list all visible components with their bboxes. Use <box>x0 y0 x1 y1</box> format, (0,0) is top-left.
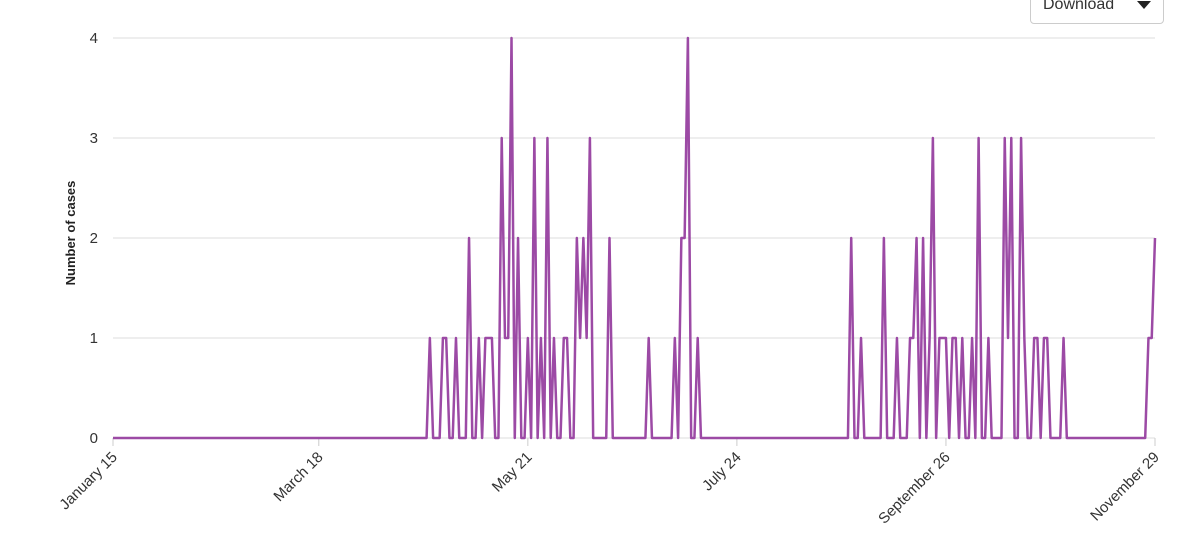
y-tick-label: 2 <box>90 230 98 247</box>
x-tick-label: July 24 <box>699 449 745 495</box>
y-tick-label: 4 <box>90 30 98 47</box>
caret-down-icon <box>1137 1 1151 9</box>
y-axis-title: Number of cases <box>63 181 78 286</box>
x-tick-label: November 29 <box>1087 449 1163 525</box>
x-tick-label: March 18 <box>270 449 326 505</box>
gridlines <box>113 37 1155 439</box>
download-label: Download <box>1043 0 1115 13</box>
y-tick-label: 0 <box>90 430 98 447</box>
series-line-0 <box>113 36 1157 440</box>
x-axis-ticks: January 15 March 18 May 21 July 24 September… <box>56 438 1163 527</box>
x-tick-label: January 15 <box>56 449 121 514</box>
y-tick-label: 1 <box>90 330 98 347</box>
x-tick-label: September 26 <box>875 449 954 528</box>
download-button[interactable]: Download <box>1030 0 1164 24</box>
x-tick-label: May 21 <box>489 449 536 496</box>
series-layer <box>113 36 1157 440</box>
y-axis-ticks: 0 1 2 3 4 <box>90 30 98 447</box>
y-tick-label: 3 <box>90 130 98 147</box>
